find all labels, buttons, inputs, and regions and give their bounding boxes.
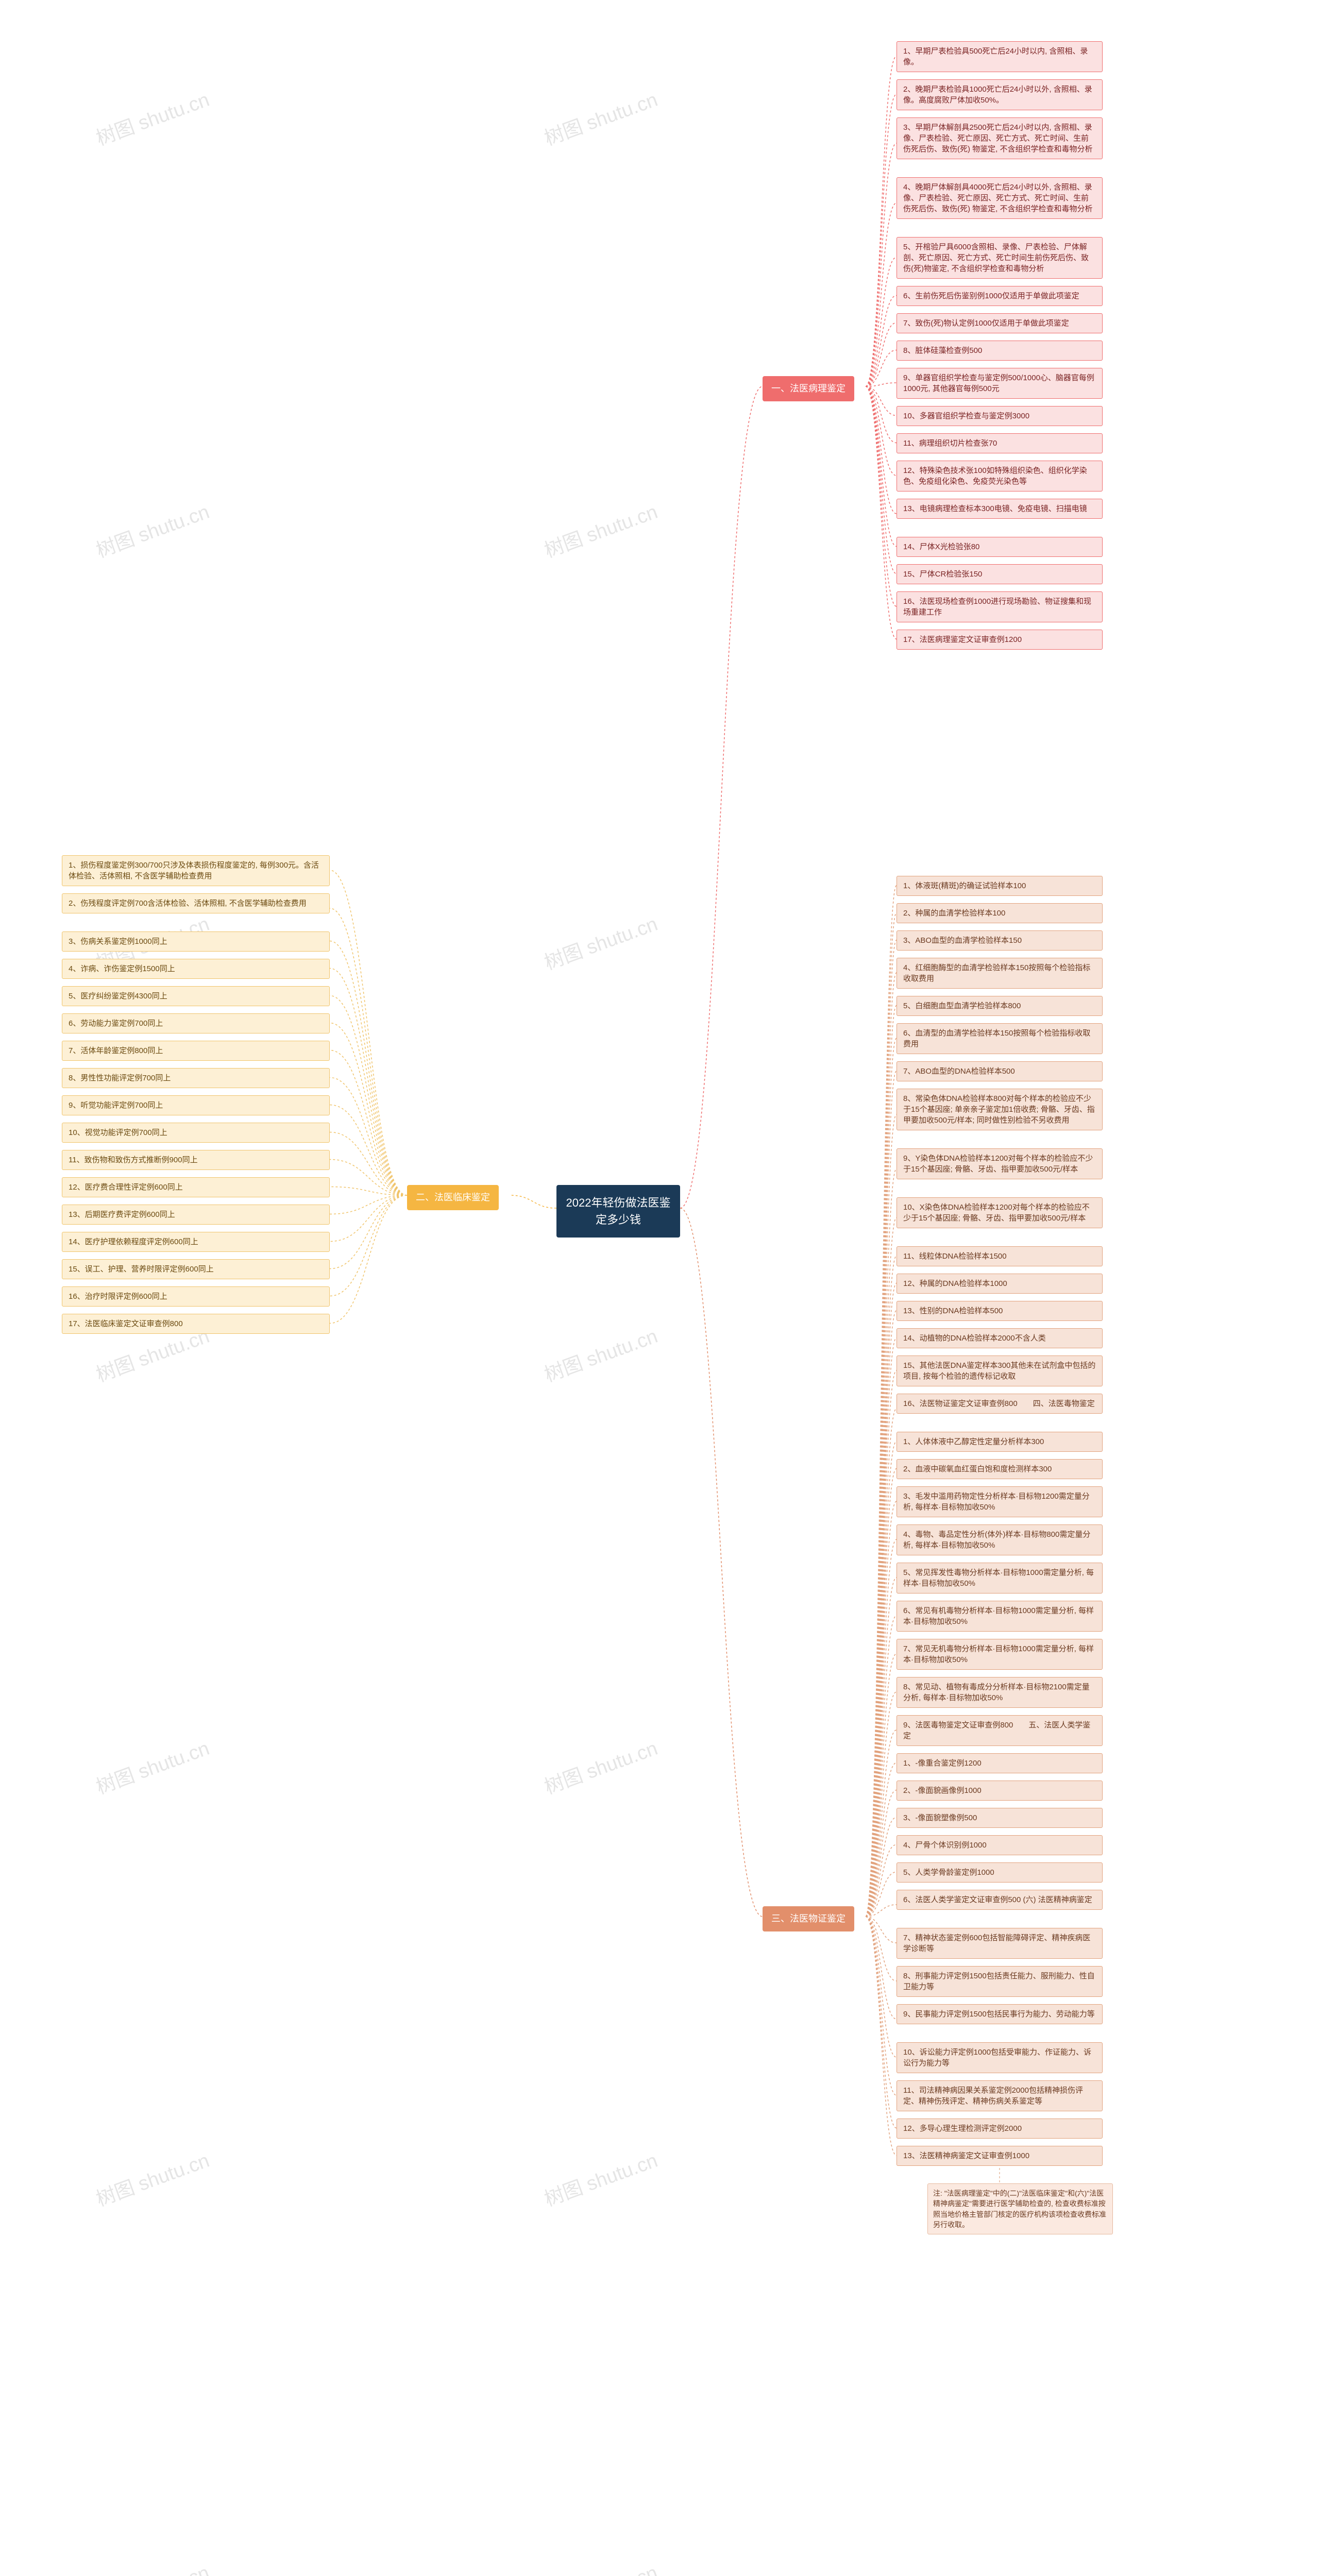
leaf-c1-4: 4、晚期尸体解剖具4000死亡后24小时以外, 含照相、录像、尸表检验、死亡原因… (897, 177, 1103, 219)
watermark: 树图 shutu.cn (540, 908, 661, 975)
leaf-c2-6: 6、劳动能力鉴定例700同上 (62, 1013, 330, 1033)
leaf-c3-1: 1、体液斑(精斑)的确证试验样本100 (897, 876, 1103, 896)
leaf-c3-10: 10、X染色体DNA检验样本1200对每个样本的检验应不少于15个基因座; 骨骼… (897, 1197, 1103, 1228)
leaf-c2-3: 3、伤病关系鉴定例1000同上 (62, 931, 330, 952)
leaf-c3-32: 7、精神状态鉴定例600包括智能障碍评定、精神疾病医学诊断等 (897, 1928, 1103, 1959)
leaf-c3-35: 10、诉讼能力评定例1000包括受审能力、作证能力、诉讼行为能力等 (897, 2042, 1103, 2073)
watermark: 树图 shutu.cn (540, 2144, 661, 2211)
leaf-c1-17: 17、法医病理鉴定文证审查例1200 (897, 630, 1103, 650)
leaf-c3-13: 13、性别的DNA检验样本500 (897, 1301, 1103, 1321)
leaf-c3-15: 15、其他法医DNA鉴定样本300其他未在试剂盒中包括的项目, 按每个检验的遗传… (897, 1355, 1103, 1386)
leaf-c3-11: 11、线粒体DNA检验样本1500 (897, 1246, 1103, 1266)
leaf-c2-5: 5、医疗纠纷鉴定例4300同上 (62, 986, 330, 1006)
leaf-c2-7: 7、活体年龄鉴定例800同上 (62, 1041, 330, 1061)
leaf-c2-12: 12、医疗费合理性评定例600同上 (62, 1177, 330, 1197)
category-c1: 一、法医病理鉴定 (763, 376, 854, 401)
watermark: 树图 shutu.cn (92, 1732, 213, 1799)
leaf-c3-31: 6、法医人类学鉴定文证审查例500 (六) 法医精神病鉴定 (897, 1890, 1103, 1910)
watermark: 树图 shutu.cn (540, 1320, 661, 1387)
leaf-c2-11: 11、致伤物和致伤方式推断例900同上 (62, 1150, 330, 1170)
leaf-c3-26: 1、-像重合鉴定例1200 (897, 1753, 1103, 1773)
leaf-c2-1: 1、损伤程度鉴定例300/700只涉及体表损伤程度鉴定的, 每例300元。含活体… (62, 855, 330, 886)
leaf-c3-20: 4、毒物、毒品定性分析(体外)样本·目标物800需定量分析, 每样本·目标物加收… (897, 1524, 1103, 1555)
leaf-c3-22: 6、常见有机毒物分析样本·目标物1000需定量分析, 每样本·目标物加收50% (897, 1601, 1103, 1632)
leaf-c2-17: 17、法医临床鉴定文证审查例800 (62, 1314, 330, 1334)
watermark: 树图 shutu.cn (540, 1732, 661, 1799)
leaf-c1-9: 9、单器官组织学检查与鉴定例500/1000心、脑器官每例1000元, 其他器官… (897, 368, 1103, 399)
leaf-c1-5: 5、开棺验尸具6000含照相、录像、尸表检验、尸体解剖、死亡原因、死亡方式、死亡… (897, 237, 1103, 279)
leaf-c3-34: 9、民事能力评定例1500包括民事行为能力、劳动能力等 (897, 2004, 1103, 2024)
watermark: 树图 shutu.cn (92, 496, 213, 563)
leaf-c3-9: 9、Y染色体DNA检验样本1200对每个样本的检验应不少于15个基因座; 骨骼、… (897, 1148, 1103, 1179)
watermark: 树图 shutu.cn (540, 496, 661, 563)
leaf-c3-8: 8、常染色体DNA检验样本800对每个样本的检验应不少于15个基因座; 单亲亲子… (897, 1089, 1103, 1130)
leaf-c3-14: 14、动植物的DNA检验样本2000不含人类 (897, 1328, 1103, 1348)
leaf-c3-17: 1、人体体液中乙醇定性定量分析样本300 (897, 1432, 1103, 1452)
leaf-c3-33: 8、刑事能力评定例1500包括责任能力、服刑能力、性自卫能力等 (897, 1966, 1103, 1997)
leaf-c3-23: 7、常见无机毒物分析样本·目标物1000需定量分析, 每样本·目标物加收50% (897, 1639, 1103, 1670)
leaf-c3-19: 3、毛发中滥用药物定性分析样本·目标物1200需定量分析, 每样本·目标物加收5… (897, 1486, 1103, 1517)
leaf-c2-13: 13、后期医疗费评定例600同上 (62, 1205, 330, 1225)
leaf-c2-9: 9、听觉功能评定例700同上 (62, 1095, 330, 1115)
leaf-c3-37: 12、多导心理生理检测评定例2000 (897, 2119, 1103, 2139)
leaf-c3-36: 11、司法精神病因果关系鉴定例2000包括精神损伤评定、精神伤残评定、精神伤病关… (897, 2080, 1103, 2111)
leaf-c1-15: 15、尸体CR检验张150 (897, 564, 1103, 584)
leaf-c2-10: 10、视觉功能评定例700同上 (62, 1123, 330, 1143)
category-c2: 二、法医临床鉴定 (407, 1185, 499, 1210)
leaf-c2-4: 4、诈病、诈伤鉴定例1500同上 (62, 959, 330, 979)
leaf-c3-18: 2、血液中碳氧血红蛋白饱和度检测样本300 (897, 1459, 1103, 1479)
leaf-c2-2: 2、伤残程度评定例700含活体检验、活体照相, 不含医学辅助检查费用 (62, 893, 330, 913)
leaf-c3-7: 7、ABO血型的DNA检验样本500 (897, 1061, 1103, 1081)
leaf-c3-38: 13、法医精神病鉴定文证审查例1000 (897, 2146, 1103, 2166)
leaf-c3-3: 3、ABO血型的血清学检验样本150 (897, 930, 1103, 951)
leaf-c1-3: 3、早期尸体解剖具2500死亡后24小时以内, 含照相、录像、尸表检验、死亡原因… (897, 117, 1103, 159)
leaf-c1-1: 1、早期尸表检验具500死亡后24小时以内, 含照相、录像。 (897, 41, 1103, 72)
leaf-c1-8: 8、脏体硅藻检查例500 (897, 341, 1103, 361)
leaf-c3-21: 5、常见挥发性毒物分析样本·目标物1000需定量分析, 每样本·目标物加收50% (897, 1563, 1103, 1594)
category-c3: 三、法医物证鉴定 (763, 1906, 854, 1931)
watermark: 树图 shutu.cn (540, 83, 661, 150)
leaf-c1-12: 12、特殊染色技术张100如特殊组织染色、组织化学染色、免疫组化染色、免疫荧光染… (897, 461, 1103, 492)
watermark: 树图 shutu.cn (540, 2556, 661, 2576)
leaf-c2-14: 14、医疗护理依赖程度评定例600同上 (62, 1232, 330, 1252)
leaf-c3-2: 2、种属的血清学检验样本100 (897, 903, 1103, 923)
leaf-c1-6: 6、生前伤死后伤鉴别例1000仅适用于单做此项鉴定 (897, 286, 1103, 306)
leaf-c1-2: 2、晚期尸表检验具1000死亡后24小时以外, 含照相、录像。高度腐败尸体加收5… (897, 79, 1103, 110)
leaf-c3-29: 4、尸骨个体识别例1000 (897, 1835, 1103, 1855)
leaf-c1-7: 7、致伤(死)物认定例1000仅适用于单做此项鉴定 (897, 313, 1103, 333)
leaf-c2-8: 8、男性性功能评定例700同上 (62, 1068, 330, 1088)
note-c3: 注: "法医病理鉴定"中的(二)"法医临床鉴定"和(六)"法医精神病鉴定"需要进… (927, 2183, 1113, 2234)
leaf-c1-13: 13、电镜病理检查标本300电镜、免疫电镜、扫描电镜 (897, 499, 1103, 519)
leaf-c1-11: 11、病理组织切片检查张70 (897, 433, 1103, 453)
leaf-c2-15: 15、误工、护理、营养时限评定例600同上 (62, 1259, 330, 1279)
leaf-c3-12: 12、种属的DNA检验样本1000 (897, 1274, 1103, 1294)
leaf-c3-5: 5、白细胞血型血清学检验样本800 (897, 996, 1103, 1016)
leaf-c3-25: 9、法医毒物鉴定文证审查例800 五、法医人类学鉴定 (897, 1715, 1103, 1746)
leaf-c3-28: 3、-像面貌塑像例500 (897, 1808, 1103, 1828)
leaf-c2-16: 16、治疗时限评定例600同上 (62, 1286, 330, 1307)
leaf-c1-10: 10、多器官组织学检查与鉴定例3000 (897, 406, 1103, 426)
leaf-c1-16: 16、法医现场检查例1000进行现场勘验、物证搜集和现场重建工作 (897, 591, 1103, 622)
watermark: 树图 shutu.cn (92, 2556, 213, 2576)
leaf-c3-6: 6、血清型的血清学检验样本150按照每个检验指标收取费用 (897, 1023, 1103, 1054)
leaf-c3-16: 16、法医物证鉴定文证审查例800 四、法医毒物鉴定 (897, 1394, 1103, 1414)
leaf-c3-4: 4、红细胞酶型的血清学检验样本150按照每个检验指标收取费用 (897, 958, 1103, 989)
watermark: 树图 shutu.cn (92, 2144, 213, 2211)
leaf-c3-27: 2、-像面貌画像例1000 (897, 1781, 1103, 1801)
watermark: 树图 shutu.cn (92, 83, 213, 150)
root-node: 2022年轻伤做法医鉴定多少钱 (556, 1185, 680, 1238)
leaf-c1-14: 14、尸体X光检验张80 (897, 537, 1103, 557)
leaf-c3-24: 8、常见动、植物有毒成分分析样本·目标物2100需定量分析, 每样本·目标物加收… (897, 1677, 1103, 1708)
leaf-c3-30: 5、人类学骨龄鉴定例1000 (897, 1862, 1103, 1883)
